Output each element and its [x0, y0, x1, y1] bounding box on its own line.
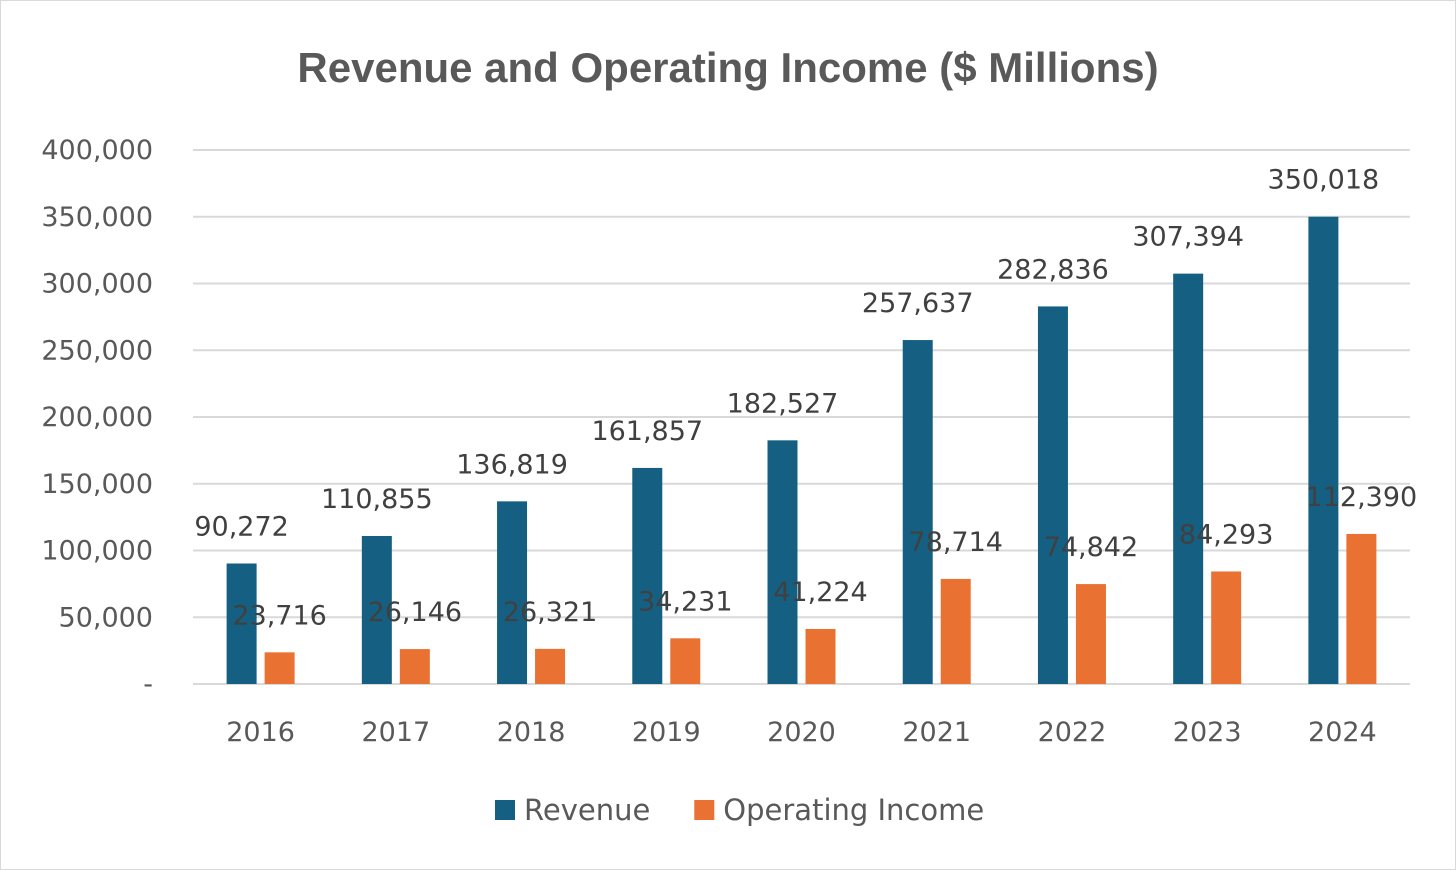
x-tick-label: 2024 — [1308, 717, 1377, 748]
revenue-data-label: 182,527 — [727, 388, 839, 419]
revenue-bar — [632, 467, 663, 684]
y-tick-label: 100,000 — [41, 536, 153, 567]
x-axis: 2016 2017 2018 2019 2020 2021 2022 2023 2024 — [226, 717, 1376, 748]
revenue-bar — [902, 340, 933, 684]
operating-income-bar — [399, 649, 430, 684]
x-tick-label: 2020 — [767, 717, 836, 748]
y-tick-label: 400,000 — [41, 135, 153, 166]
x-tick-label: 2023 — [1173, 717, 1242, 748]
revenue-bar — [361, 536, 392, 684]
legend-swatch-operating-income — [694, 800, 715, 820]
revenue-data-label: 90,272 — [194, 511, 288, 542]
revenue-bar — [226, 563, 257, 684]
revenue-data-label: 282,836 — [997, 254, 1109, 285]
operating-income-bar — [1075, 584, 1106, 684]
y-tick-label: 50,000 — [59, 602, 153, 633]
data-labels: 90,272 23,716 110,855 26,146 136,819 26,321 16… — [194, 165, 1417, 632]
x-tick-label: 2016 — [226, 717, 295, 748]
operating-income-bar — [535, 648, 566, 684]
bars — [226, 216, 1377, 685]
revenue-bar — [1173, 273, 1204, 684]
x-tick-label: 2018 — [497, 717, 566, 748]
x-tick-label: 2017 — [361, 717, 430, 748]
operating-income-bar — [670, 638, 701, 684]
revenue-bar — [497, 501, 528, 684]
operating-income-data-label: 112,390 — [1306, 482, 1418, 513]
operating-income-data-label: 84,293 — [1179, 519, 1273, 550]
legend-label-revenue: Revenue — [524, 793, 650, 827]
operating-income-data-label: 26,146 — [368, 597, 462, 628]
operating-income-bar — [1211, 571, 1242, 684]
legend-swatch-revenue — [495, 800, 515, 820]
revenue-bar — [1308, 216, 1339, 685]
operating-income-bar — [805, 628, 836, 684]
operating-income-data-label: 78,714 — [908, 527, 1002, 558]
x-tick-label: 2019 — [632, 717, 701, 748]
x-tick-label: 2022 — [1038, 717, 1107, 748]
revenue-data-label: 307,394 — [1132, 222, 1244, 253]
y-tick-label: 150,000 — [41, 469, 153, 500]
legend-label-operating-income: Operating Income — [723, 793, 984, 827]
operating-income-bar — [1346, 533, 1377, 684]
revenue-bar — [1037, 306, 1068, 684]
y-tick-label: 250,000 — [41, 335, 153, 366]
operating-income-data-label: 23,716 — [232, 600, 326, 631]
y-tick-label: 200,000 — [41, 402, 153, 433]
operating-income-bar — [940, 578, 971, 684]
operating-income-data-label: 34,231 — [638, 586, 732, 617]
x-tick-label: 2021 — [902, 717, 971, 748]
revenue-bar — [767, 440, 798, 684]
revenue-data-label: 136,819 — [456, 449, 568, 480]
chart-title: Revenue and Operating Income ($ Millions… — [297, 44, 1158, 91]
gridlines — [193, 149, 1410, 685]
operating-income-bar — [264, 652, 295, 684]
revenue-data-label: 257,637 — [862, 288, 974, 319]
operating-income-data-label: 41,224 — [773, 577, 867, 608]
revenue-data-label: 161,857 — [591, 416, 703, 447]
operating-income-data-label: 26,321 — [503, 597, 597, 628]
y-axis: - 50,000 100,000 150,000 200,000 250,000 300,0… — [41, 135, 153, 700]
revenue-data-label: 110,855 — [321, 484, 433, 515]
revenue-data-label: 350,018 — [1268, 165, 1380, 196]
y-tick-label: - — [143, 669, 153, 700]
y-tick-label: 350,000 — [41, 202, 153, 233]
y-tick-label: 300,000 — [41, 269, 153, 300]
operating-income-data-label: 74,842 — [1044, 532, 1138, 563]
legend: Revenue Operating Income — [495, 793, 984, 827]
